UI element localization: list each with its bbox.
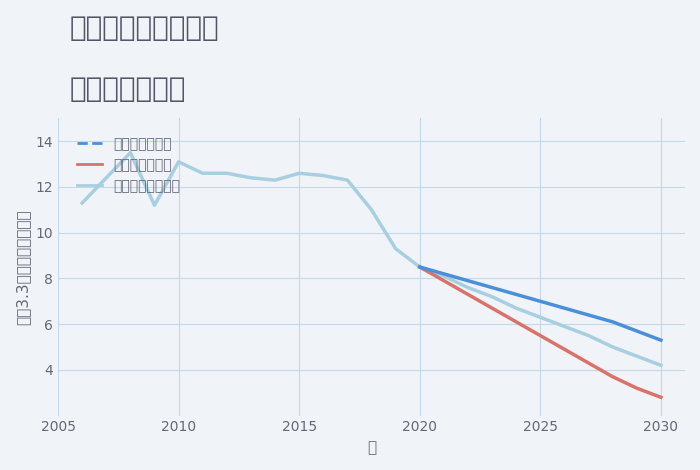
Line: バッドシナリオ: バッドシナリオ <box>420 267 661 397</box>
バッドシナリオ <box>536 333 545 338</box>
グッドシナリオ <box>536 298 545 304</box>
グッドシナリオ <box>633 328 641 334</box>
バッドシナリオ <box>416 264 424 270</box>
バッドシナリオ <box>440 278 448 283</box>
バッドシナリオ <box>633 385 641 391</box>
バッドシナリオ <box>608 374 617 380</box>
ノーマルシナリオ <box>608 344 617 350</box>
Line: グッドシナリオ: グッドシナリオ <box>420 267 661 340</box>
X-axis label: 年: 年 <box>367 440 376 455</box>
グッドシナリオ <box>488 285 496 290</box>
グッドシナリオ <box>657 337 665 343</box>
グッドシナリオ <box>512 291 520 297</box>
ノーマルシナリオ <box>416 264 424 270</box>
バッドシナリオ <box>488 306 496 311</box>
グッドシナリオ <box>584 312 593 318</box>
バッドシナリオ <box>584 360 593 366</box>
バッドシナリオ <box>512 319 520 325</box>
ノーマルシナリオ <box>440 274 448 279</box>
ノーマルシナリオ <box>536 314 545 320</box>
グッドシナリオ <box>464 278 473 283</box>
グッドシナリオ <box>608 319 617 325</box>
ノーマルシナリオ <box>560 324 568 329</box>
グッドシナリオ <box>560 306 568 311</box>
ノーマルシナリオ <box>512 306 520 311</box>
ノーマルシナリオ <box>633 353 641 359</box>
グッドシナリオ <box>416 264 424 270</box>
ノーマルシナリオ <box>464 285 473 290</box>
Text: 岐阜県関市西田原の: 岐阜県関市西田原の <box>70 14 220 42</box>
バッドシナリオ <box>560 346 568 352</box>
Text: 土地の価格推移: 土地の価格推移 <box>70 75 186 103</box>
バッドシナリオ <box>464 291 473 297</box>
ノーマルシナリオ <box>488 294 496 299</box>
Y-axis label: 坪（3.3㎡）単価（万円）: 坪（3.3㎡）単価（万円） <box>15 209 30 325</box>
ノーマルシナリオ <box>584 333 593 338</box>
グッドシナリオ <box>440 271 448 277</box>
Line: ノーマルシナリオ: ノーマルシナリオ <box>420 267 661 365</box>
バッドシナリオ <box>657 394 665 400</box>
Legend: グッドシナリオ, バッドシナリオ, ノーマルシナリオ: グッドシナリオ, バッドシナリオ, ノーマルシナリオ <box>71 131 186 198</box>
ノーマルシナリオ <box>657 362 665 368</box>
